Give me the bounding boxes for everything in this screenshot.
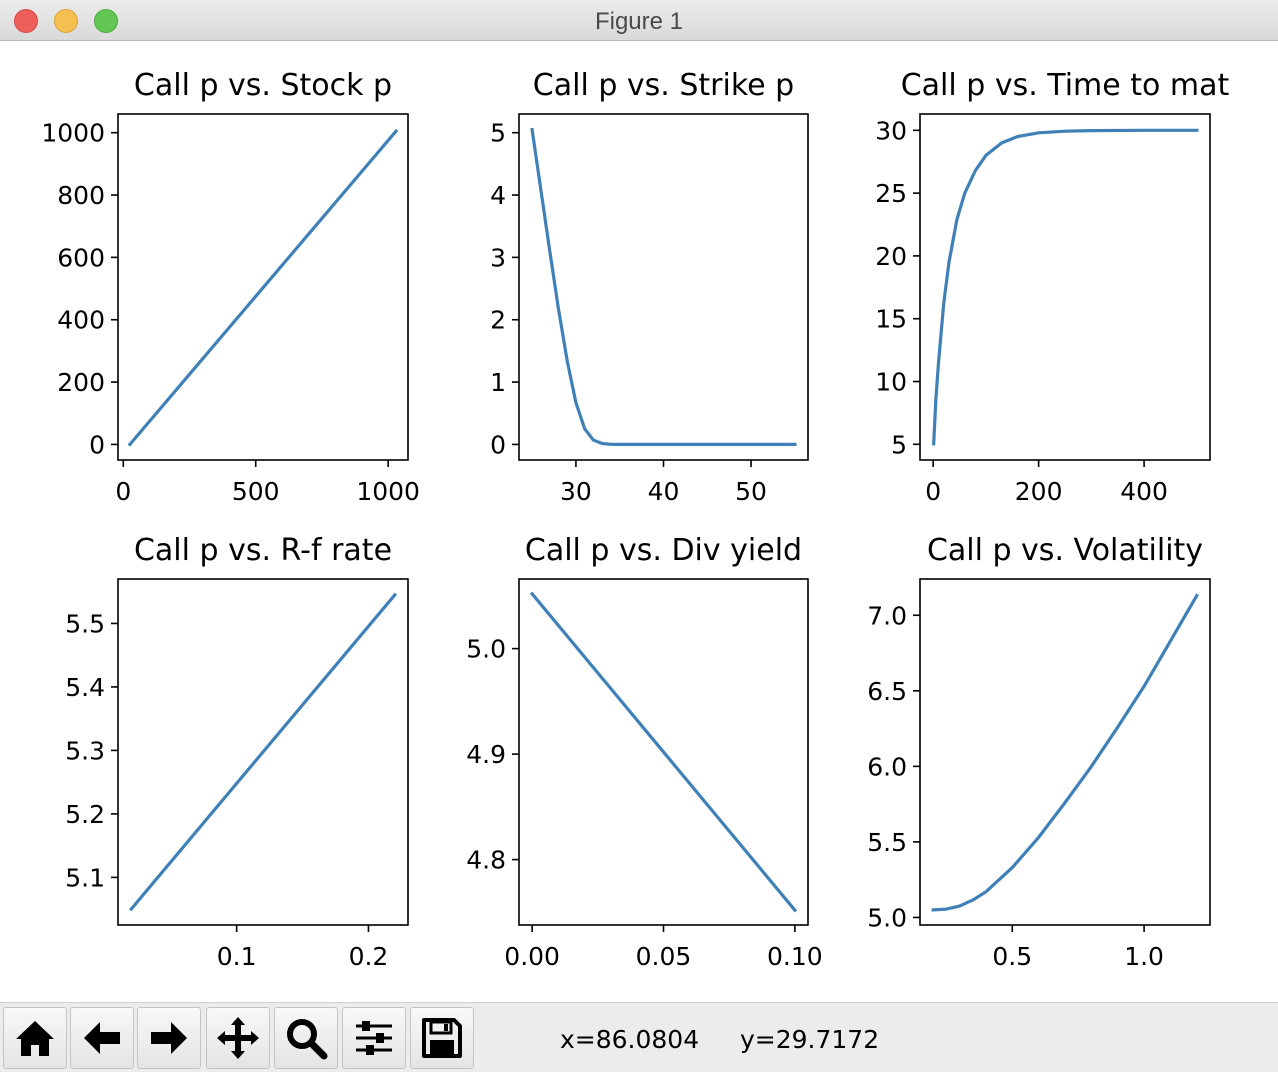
y-tick-label: 5.4 — [65, 673, 105, 702]
x-tick-label: 0.05 — [636, 942, 692, 971]
subplot-title: Call p vs. Time to mat — [901, 68, 1230, 103]
x-tick-label: 0.2 — [349, 942, 389, 971]
axes-frame — [518, 113, 809, 461]
x-coordinate-readout: x=86.0804 — [560, 1025, 700, 1054]
subplot-title: Call p vs. Volatility — [927, 533, 1203, 568]
series-line — [530, 127, 797, 446]
y-tick-label: 6.5 — [867, 677, 907, 706]
y-tick-label: 25 — [875, 179, 907, 208]
x-tick-label: 0 — [115, 477, 131, 506]
window-titlebar: Figure 1 — [0, 0, 1278, 41]
subplot-6[interactable]: Call p vs. Volatility 0.5 1.0 5.0 5.5 6.0 6.5 7… — [867, 533, 1211, 971]
y-tick-label: 5.3 — [65, 736, 105, 765]
x-tick-label: 30 — [560, 477, 592, 506]
forward-button[interactable] — [137, 1007, 201, 1069]
y-tick-label: 30 — [875, 116, 907, 145]
y-tick-label: 200 — [57, 368, 105, 397]
axes-frame — [117, 113, 409, 461]
y-tick-label: 400 — [57, 306, 105, 335]
x-tick-label: 40 — [648, 477, 680, 506]
y-tick-label: 3 — [490, 243, 506, 272]
y-coordinate-readout: y=29.7172 — [740, 1025, 880, 1054]
axes-frame — [117, 578, 409, 926]
move-arrows-icon — [217, 1017, 259, 1059]
subplot-title: Call p vs. Strike p — [533, 68, 794, 103]
x-tick-label: 0.5 — [992, 942, 1032, 971]
y-tick-label: 10 — [875, 368, 907, 397]
x-tick-label: 0.1 — [217, 942, 257, 971]
subplot-1[interactable]: Call p vs. Stock p 0 500 1000 0 200 400 600 800 1… — [41, 68, 420, 506]
minimize-window-button[interactable] — [54, 9, 78, 33]
x-tick-label: 50 — [735, 477, 767, 506]
y-tick-label: 5 — [490, 119, 506, 148]
y-tick-label: 4.9 — [466, 740, 506, 769]
y-tick-label: 6.0 — [867, 752, 907, 781]
home-icon — [16, 1021, 54, 1056]
window-title: Figure 1 — [594, 8, 684, 35]
y-tick-label: 5 — [891, 430, 907, 459]
subplot-title: Call p vs. Div yield — [525, 533, 802, 568]
series-line — [127, 128, 399, 447]
subplot-4[interactable]: Call p vs. R-f rate 0.1 0.2 5.1 5.2 5.3 5.4 5.5 — [65, 533, 409, 971]
series-line — [932, 128, 1199, 446]
figure-canvas[interactable]: Call p vs. Stock p0 500 100002004006008001… — [0, 41, 1278, 1002]
y-tick-label: 1 — [490, 368, 506, 397]
y-tick-label: 0 — [89, 430, 105, 459]
y-tick-label: 5.0 — [867, 903, 907, 932]
y-tick-label: 600 — [57, 243, 105, 272]
x-tick-label: 1.0 — [1124, 942, 1164, 971]
subplot-2[interactable]: Call p vs. Strike p 30 40 50 0 1 2 3 4 5 — [490, 68, 809, 506]
zoom-button[interactable] — [274, 1007, 338, 1069]
y-tick-label: 1000 — [41, 119, 105, 148]
x-tick-label: 0.10 — [767, 942, 823, 971]
arrow-left-icon — [84, 1022, 120, 1054]
y-tick-label: 5.2 — [65, 800, 105, 829]
floppy-disk-icon — [422, 1018, 462, 1058]
arrow-right-icon — [151, 1022, 187, 1054]
y-tick-label: 15 — [875, 305, 907, 334]
subplot-3[interactable]: Call p vs. Time to mat 0 200 400 5 10 15 20 25 30 — [875, 68, 1229, 506]
series-line — [931, 593, 1199, 912]
y-tick-label: 4.8 — [466, 846, 506, 875]
x-tick-label: 200 — [1015, 477, 1063, 506]
configure-subplots-button[interactable] — [342, 1007, 406, 1069]
subplot-title: Call p vs. R-f rate — [134, 533, 392, 568]
sliders-icon — [356, 1021, 392, 1055]
subplot-5[interactable]: Call p vs. Div yield 0.00 0.05 0.10 4.8 4.9 5.… — [466, 533, 822, 971]
x-tick-label: 500 — [232, 477, 280, 506]
axes-frame — [919, 113, 1211, 461]
y-tick-label: 5.5 — [65, 609, 105, 638]
y-tick-label: 2 — [490, 306, 506, 335]
y-tick-label: 4 — [490, 181, 506, 210]
y-tick-label: 5.5 — [867, 828, 907, 857]
y-tick-label: 0 — [490, 430, 506, 459]
x-tick-label: 0.00 — [504, 942, 560, 971]
home-button[interactable] — [3, 1007, 67, 1069]
navigation-toolbar: x=86.0804 y=29.7172 — [0, 1002, 1278, 1072]
x-tick-label: 1000 — [356, 477, 420, 506]
y-tick-label: 800 — [57, 181, 105, 210]
pan-button[interactable] — [206, 1007, 270, 1069]
subplot-title: Call p vs. Stock p — [134, 68, 392, 103]
save-button[interactable] — [410, 1007, 474, 1069]
series-line — [128, 592, 398, 912]
magnifier-icon — [287, 1019, 328, 1060]
maximize-window-button[interactable] — [94, 9, 118, 33]
y-tick-label: 7.0 — [867, 601, 907, 630]
x-tick-label: 0 — [925, 477, 941, 506]
series-line — [529, 591, 798, 913]
back-button[interactable] — [70, 1007, 134, 1069]
y-tick-label: 5.0 — [466, 635, 506, 664]
close-window-button[interactable] — [14, 9, 38, 33]
y-tick-label: 20 — [875, 242, 907, 271]
y-tick-label: 5.1 — [65, 863, 105, 892]
x-tick-label: 400 — [1120, 477, 1168, 506]
axes-frame — [919, 578, 1211, 926]
